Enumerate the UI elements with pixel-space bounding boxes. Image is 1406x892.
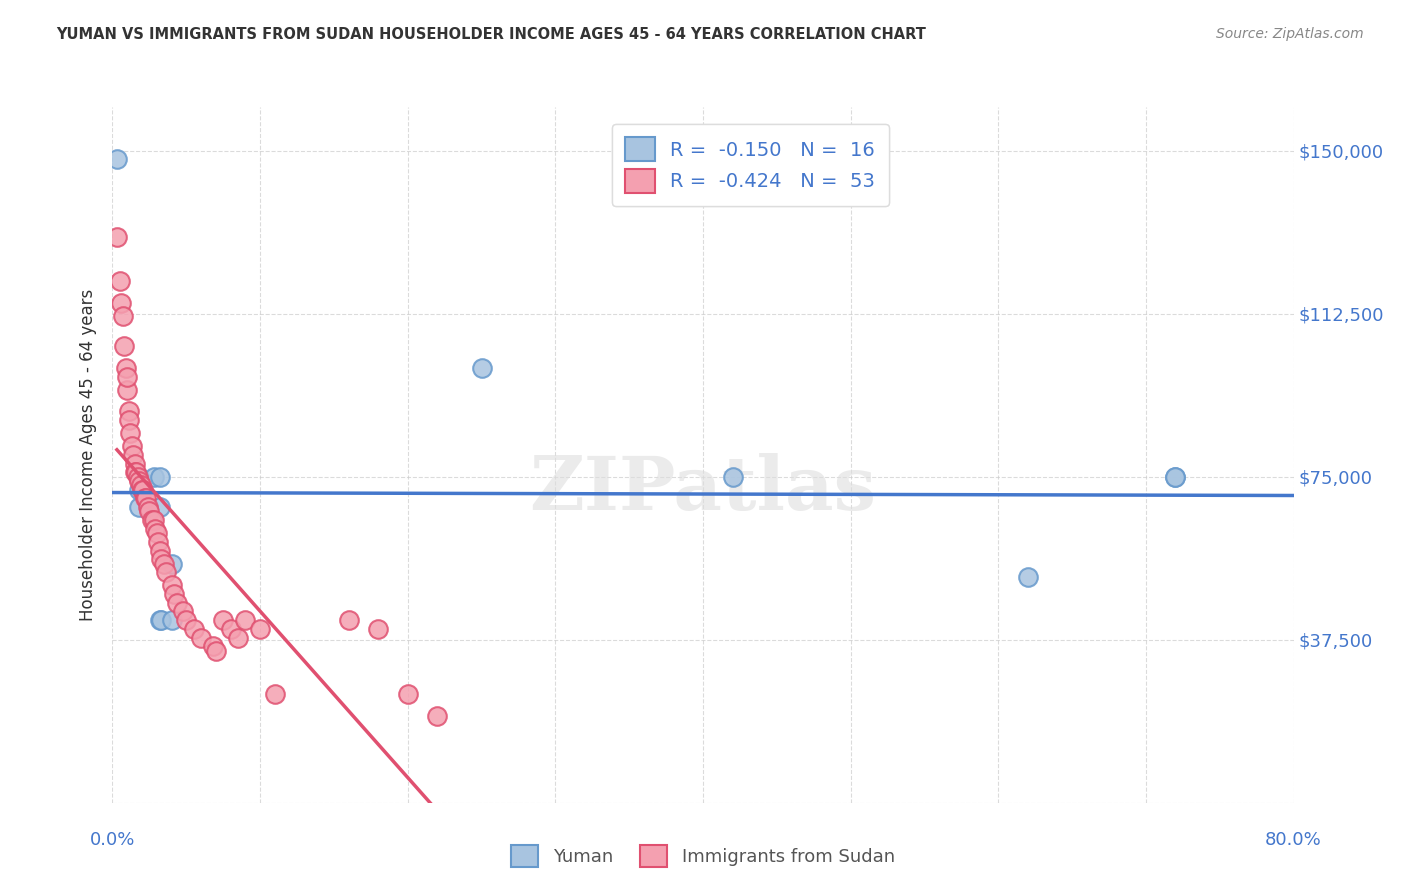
Point <box>138 504 160 518</box>
Point <box>150 613 173 627</box>
Point <box>143 522 166 536</box>
Point <box>149 543 172 558</box>
Point <box>112 339 135 353</box>
Point <box>108 274 131 288</box>
Point <box>205 643 228 657</box>
Point <box>120 426 142 441</box>
Point <box>128 500 150 514</box>
Point <box>172 605 194 619</box>
Point <box>470 361 494 376</box>
Point <box>146 526 169 541</box>
Point <box>117 383 138 397</box>
Point <box>160 578 183 592</box>
Point <box>141 513 163 527</box>
Point <box>166 596 188 610</box>
Point <box>264 687 287 701</box>
Point <box>135 491 157 506</box>
Point <box>134 491 156 506</box>
Point <box>163 587 186 601</box>
Point <box>124 457 146 471</box>
Text: 80.0%: 80.0% <box>1265 830 1322 848</box>
Point <box>118 413 141 427</box>
Point <box>396 687 419 701</box>
Point <box>142 469 165 483</box>
Point <box>174 613 197 627</box>
Point <box>155 566 177 580</box>
Text: 0.0%: 0.0% <box>90 830 135 848</box>
Legend: Yuman, Immigrants from Sudan: Yuman, Immigrants from Sudan <box>503 838 903 874</box>
Point <box>128 474 150 488</box>
Point <box>121 439 143 453</box>
Point <box>132 483 155 497</box>
Point <box>1164 469 1187 483</box>
Point <box>127 469 149 483</box>
Text: ZIPatlas: ZIPatlas <box>530 453 876 526</box>
Point <box>160 557 183 571</box>
Point <box>105 230 128 244</box>
Point <box>136 500 159 514</box>
Point <box>142 513 165 527</box>
Point <box>150 552 173 566</box>
Point <box>219 622 242 636</box>
Point <box>721 469 744 483</box>
Point <box>190 631 212 645</box>
Legend: R =  -0.150   N =  16, R =  -0.424   N =  53: R = -0.150 N = 16, R = -0.424 N = 53 <box>612 124 889 206</box>
Point <box>148 535 170 549</box>
Point <box>153 557 176 571</box>
Text: Source: ZipAtlas.com: Source: ZipAtlas.com <box>1216 27 1364 41</box>
Point <box>201 639 224 653</box>
Point <box>111 309 134 323</box>
Point <box>337 613 360 627</box>
Point <box>249 622 271 636</box>
Point <box>212 613 235 627</box>
Point <box>124 466 146 480</box>
Point <box>426 708 449 723</box>
Point <box>125 466 148 480</box>
Point <box>117 369 138 384</box>
Point <box>1164 469 1187 483</box>
Point <box>105 152 128 166</box>
Point <box>128 469 150 483</box>
Text: YUMAN VS IMMIGRANTS FROM SUDAN HOUSEHOLDER INCOME AGES 45 - 64 YEARS CORRELATION: YUMAN VS IMMIGRANTS FROM SUDAN HOUSEHOLD… <box>56 27 927 42</box>
Point <box>149 500 172 514</box>
Point <box>226 631 249 645</box>
Y-axis label: Householder Income Ages 45 - 64 years: Householder Income Ages 45 - 64 years <box>79 289 97 621</box>
Point <box>160 613 183 627</box>
Point <box>118 404 141 418</box>
Point <box>128 483 150 497</box>
Point <box>129 478 152 492</box>
Point <box>149 613 172 627</box>
Point <box>183 622 205 636</box>
Point <box>122 448 145 462</box>
Point <box>110 295 132 310</box>
Point <box>149 469 172 483</box>
Point <box>114 361 136 376</box>
Point <box>367 622 389 636</box>
Point <box>233 613 256 627</box>
Point <box>1017 570 1039 584</box>
Point <box>131 483 153 497</box>
